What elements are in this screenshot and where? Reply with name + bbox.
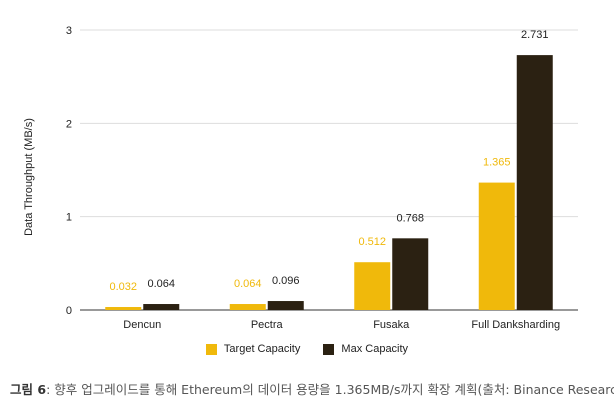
y-tick-label: 3 [66, 25, 72, 37]
bar-max [392, 238, 429, 310]
data-label: 0.512 [358, 236, 386, 248]
data-label: 1.365 [483, 157, 511, 169]
data-label: 0.064 [147, 278, 175, 290]
x-axis-ticks: Dencun Pectra Fusaka Full Danksharding [123, 319, 560, 331]
bars [105, 55, 553, 311]
bar-target [229, 304, 266, 310]
bar-max [143, 304, 180, 310]
bar-max [267, 301, 304, 310]
x-tick-label: Full Danksharding [471, 319, 560, 331]
y-axis-ticks: 0 1 2 3 [66, 25, 72, 317]
y-tick-label: 0 [66, 305, 72, 317]
legend-label-max: Max Capacity [341, 343, 409, 355]
legend-swatch-target [205, 343, 217, 355]
data-label: 0.096 [272, 275, 300, 287]
figure-caption: 그림 6: 향후 업그레이드를 통해 Ethereum의 데이터 용량을 1.3… [10, 379, 614, 398]
legend-label-target: Target Capacity [223, 343, 301, 355]
x-tick-label: Fusaka [373, 319, 410, 331]
bar-chart: 0 1 2 3 0.032 0.064 0.064 0.096 0.512 0.768 1.365… [23, 25, 578, 331]
data-label: 0.768 [396, 212, 424, 224]
y-tick-label: 1 [66, 212, 72, 224]
y-tick-label: 2 [66, 118, 72, 130]
caption-text: : 향후 업그레이드를 통해 Ethereum의 데이터 용량을 1.365MB… [46, 382, 614, 397]
legend-swatch-max [323, 343, 335, 355]
x-tick-label: Dencun [123, 319, 161, 331]
bar-target [354, 262, 391, 310]
data-label: 2.731 [521, 29, 549, 41]
y-axis-label: Data Throughput (MB/s) [23, 118, 35, 236]
caption-label: 그림 6 [10, 382, 47, 397]
bar-target [478, 182, 515, 310]
data-labels: 0.032 0.064 0.064 0.096 0.512 0.768 1.365 2.731 [109, 29, 548, 293]
legend: Target Capacity Max Capacity [0, 343, 614, 358]
bar-max [516, 55, 553, 311]
data-label: 0.064 [234, 278, 262, 290]
legend-item-max: Max Capacity [323, 343, 408, 355]
data-label: 0.032 [109, 281, 137, 293]
legend-item-target: Target Capacity [205, 343, 301, 355]
x-tick-label: Pectra [251, 319, 284, 331]
bar-target [105, 307, 142, 310]
